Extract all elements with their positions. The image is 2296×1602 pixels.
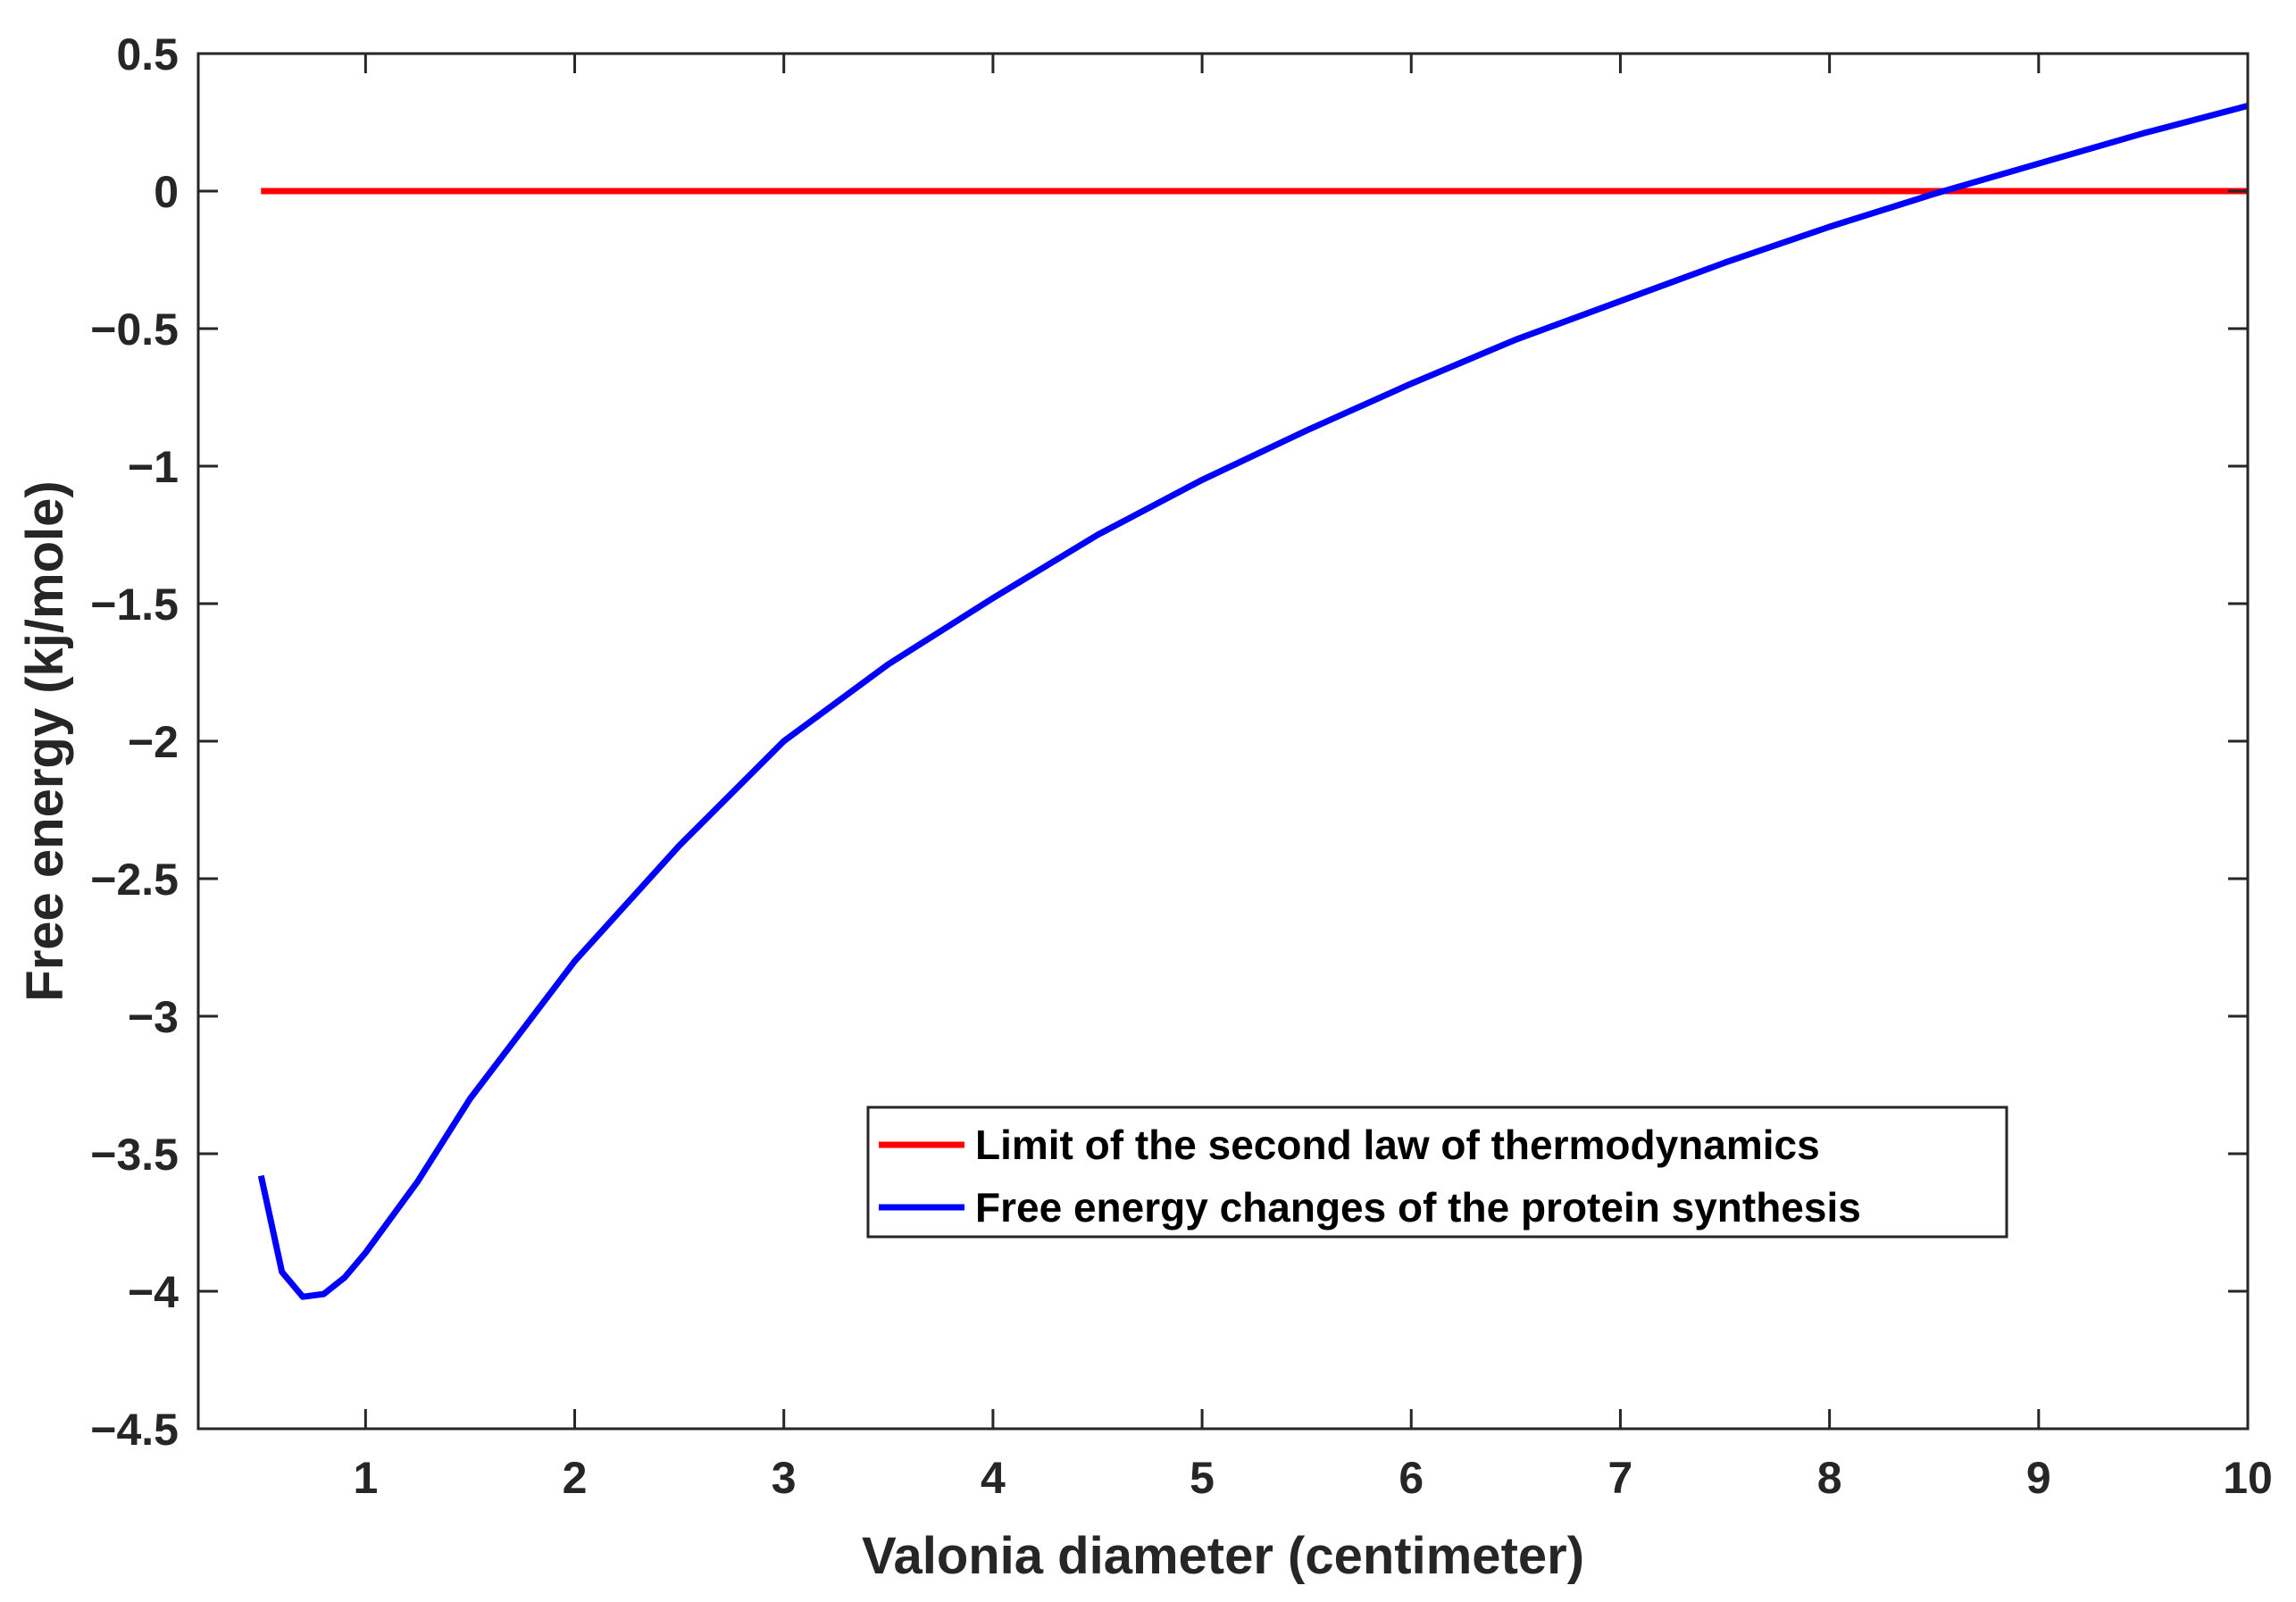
y-tick-label: −3.5 [90, 1130, 179, 1180]
x-tick-label: 4 [981, 1453, 1006, 1503]
x-tick-label: 7 [1608, 1453, 1633, 1503]
y-axis-label: Free energy (kj/mole) [16, 480, 74, 1001]
y-tick-label: −2.5 [90, 855, 179, 905]
y-tick-label: 0.5 [116, 29, 179, 79]
x-axis-label: Valonia diameter (centimeter) [862, 1527, 1584, 1585]
x-tick-label: 10 [2223, 1453, 2273, 1503]
x-tick-label: 1 [353, 1453, 378, 1503]
x-tick-label: 5 [1190, 1453, 1215, 1503]
legend-entry-1: Limit of the second law of thermodynamic… [975, 1122, 1820, 1168]
y-tick-label: −1 [128, 442, 179, 492]
y-tick-label: −4 [128, 1267, 179, 1317]
x-tick-label: 3 [772, 1453, 797, 1503]
axes-layer: 1 2 3 4 5 6 7 8 9 10 0.5 0 −0.5 −1 −1.5 −2 −2.5 −3 −3.5 −4 −… [90, 29, 2273, 1503]
x-tick-label: 9 [2026, 1453, 2051, 1503]
legend: Limit of the second law of thermodynamic… [866, 1106, 2008, 1239]
y-tick-label: −0.5 [90, 305, 179, 355]
y-tick-label: −3 [128, 992, 179, 1042]
y-tick-label: 0 [154, 167, 179, 217]
y-tick-label: −2 [128, 717, 179, 767]
x-tick-label: 8 [1817, 1453, 1842, 1503]
x-tick-label: 2 [563, 1453, 588, 1503]
legend-box [866, 1106, 2008, 1239]
legend-entry-2: Free energy changes of the protein synth… [975, 1184, 1861, 1231]
y-tick-label: −1.5 [90, 580, 179, 630]
y-tick-label: −4.5 [90, 1405, 179, 1455]
x-tick-label: 6 [1398, 1453, 1424, 1503]
series-line-2 [257, 103, 2249, 1300]
series-layer [257, 103, 2249, 1300]
